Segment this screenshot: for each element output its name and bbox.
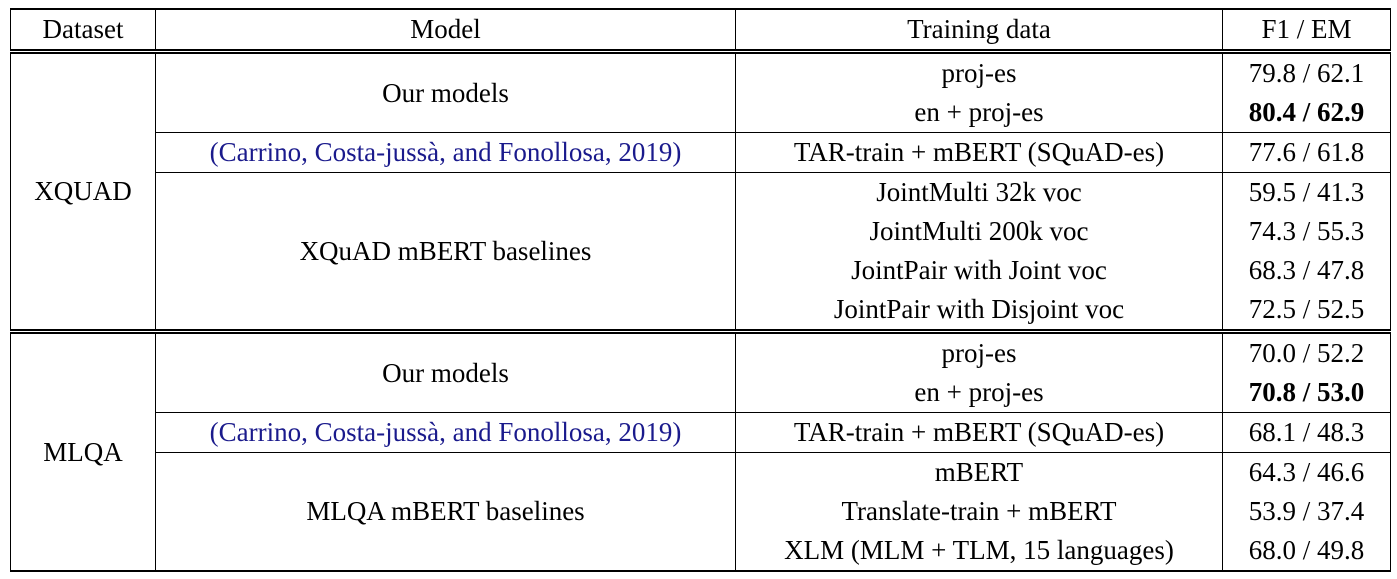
score-cell: 64.3 / 46.6 bbox=[1222, 452, 1391, 492]
table-row: (Carrino, Costa-jussà, and Fonollosa, 20… bbox=[11, 132, 1391, 173]
results-table: Dataset Model Training data F1 / EM XQUAD Ou… bbox=[10, 8, 1391, 572]
score-cell: 68.1 / 48.3 bbox=[1222, 412, 1391, 453]
training-data-cell: JointMulti 32k voc bbox=[735, 172, 1223, 212]
table-row: Translate-train + mBERT 53.9 / 37.4 bbox=[11, 492, 1391, 531]
training-data-cell: en + proj-es bbox=[735, 93, 1223, 133]
training-data-cell: en + proj-es bbox=[735, 373, 1223, 413]
score-cell: 59.5 / 41.3 bbox=[1222, 172, 1391, 212]
column-header: Dataset bbox=[10, 9, 156, 54]
model-cell: Our models bbox=[155, 329, 736, 413]
table-row: (Carrino, Costa-jussà, and Fonollosa, 20… bbox=[11, 412, 1391, 453]
score-cell: 53.9 / 37.4 bbox=[1222, 492, 1391, 531]
table-row: XLM (MLM + TLM, 15 languages) 68.0 / 49.8 bbox=[11, 531, 1391, 571]
table-row: JointPair with Disjoint voc 72.5 / 52.5 bbox=[11, 290, 1391, 332]
table-row: XQUAD Our models proj-es 79.8 / 62.1 bbox=[10, 51, 1391, 332]
score-cell: 68.0 / 49.8 bbox=[1222, 531, 1391, 571]
training-data-cell: JointPair with Joint voc bbox=[735, 251, 1223, 290]
table-row: JointPair with Joint voc 68.3 / 47.8 bbox=[11, 251, 1391, 290]
score-cell: 80.4 / 62.9 bbox=[1222, 93, 1391, 133]
score-cell: 72.5 / 52.5 bbox=[1222, 290, 1391, 332]
score-cell: 70.8 / 53.0 bbox=[1222, 373, 1391, 413]
training-data-cell: TAR-train + mBERT (SQuAD-es) bbox=[735, 412, 1223, 453]
model-cell: MLQA mBERT baselines bbox=[155, 452, 736, 571]
score-cell: 68.3 / 47.8 bbox=[1222, 251, 1391, 290]
dataset-cell: XQUAD bbox=[10, 51, 156, 332]
table-row: JointMulti 200k voc 74.3 / 55.3 bbox=[11, 212, 1391, 251]
table-row: en + proj-es 80.4 / 62.9 bbox=[11, 93, 1391, 133]
score-cell: 77.6 / 61.8 bbox=[1222, 132, 1391, 173]
training-data-cell: Translate-train + mBERT bbox=[735, 492, 1223, 531]
score-cell: 79.8 / 62.1 bbox=[1222, 51, 1391, 93]
citation[interactable]: (Carrino, Costa-jussà, and Fonollosa, 20… bbox=[155, 132, 736, 173]
model-cell: Our models bbox=[155, 51, 736, 133]
score-cell: 74.3 / 55.3 bbox=[1222, 212, 1391, 251]
training-data-cell: JointMulti 200k voc bbox=[735, 212, 1223, 251]
training-data-cell: JointPair with Disjoint voc bbox=[735, 290, 1223, 332]
table-row: en + proj-es 70.8 / 53.0 bbox=[11, 373, 1391, 413]
column-header: F1 / EM bbox=[1222, 9, 1391, 54]
training-data-cell: proj-es bbox=[735, 51, 1223, 93]
training-data-cell: TAR-train + mBERT (SQuAD-es) bbox=[735, 132, 1223, 173]
training-data-cell: proj-es bbox=[735, 329, 1223, 373]
table-body: XQUAD Our models proj-es 79.8 / 62.1 en + pr… bbox=[10, 51, 1391, 571]
table-row: MLQA Our models proj-es 70.0 / 52.2 bbox=[10, 329, 1391, 571]
training-data-cell: XLM (MLM + TLM, 15 languages) bbox=[735, 531, 1223, 571]
column-header: Model bbox=[155, 9, 736, 54]
table-row: XQuAD mBERT baselines JointMulti 32k voc 5… bbox=[11, 172, 1391, 332]
table-row: MLQA mBERT baselines mBERT 64.3 / 46.6 bbox=[11, 452, 1391, 571]
column-header: Training data bbox=[735, 9, 1223, 54]
citation[interactable]: (Carrino, Costa-jussà, and Fonollosa, 20… bbox=[155, 412, 736, 453]
training-data-cell: mBERT bbox=[735, 452, 1223, 492]
score-cell: 70.0 / 52.2 bbox=[1222, 329, 1391, 373]
dataset-cell: MLQA bbox=[10, 329, 156, 571]
header-row: Dataset Model Training data F1 / EM bbox=[10, 9, 1391, 54]
model-cell: XQuAD mBERT baselines bbox=[155, 172, 736, 332]
